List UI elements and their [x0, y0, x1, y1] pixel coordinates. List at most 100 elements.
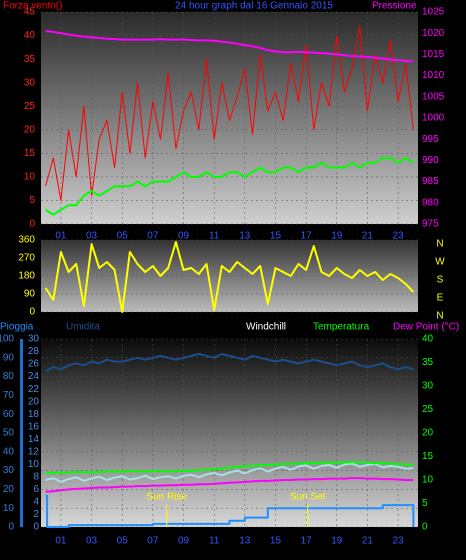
y-tick-label: 20 — [3, 484, 15, 495]
y-tick-label: 10 — [24, 172, 36, 183]
y2-tick-label: 18 — [28, 409, 40, 420]
y2-tick-label: N — [436, 311, 443, 322]
y3-tick-label: 40 — [422, 334, 434, 345]
y2-tick-label: 0 — [33, 522, 39, 533]
annotation-label: Sun Set — [290, 492, 326, 503]
x-tick-label: 13 — [239, 536, 251, 547]
x-tick-label: 01 — [55, 536, 67, 547]
y2-tick-label: 12 — [28, 446, 40, 457]
y-tick-label: 5 — [29, 195, 35, 206]
x-tick-label: 11 — [209, 231, 220, 242]
y-tick-label: 270 — [18, 253, 35, 264]
y2-tick-label: 995 — [422, 134, 439, 145]
x-tick-label: 09 — [178, 536, 190, 547]
y2-tick-label: 16 — [28, 421, 40, 432]
y-tick-label: 0 — [29, 219, 35, 230]
y2-tick-label: 990 — [422, 155, 439, 166]
x-tick-label: 05 — [117, 536, 129, 547]
x-tick-label: 03 — [86, 536, 98, 547]
y2-tick-label: 1005 — [422, 91, 445, 102]
series-line — [45, 461, 414, 474]
y2-tick-label: S — [437, 275, 444, 286]
series-line — [44, 241, 415, 313]
x-tick-label: 21 — [362, 231, 374, 242]
y2-tick-label: 20 — [28, 396, 40, 407]
y-tick-label: 45 — [24, 7, 36, 18]
y2-tick-label: 24 — [28, 371, 40, 382]
legend-entry: Dew Point (°C) — [393, 322, 459, 333]
annotation-label: Sun Rise — [146, 492, 187, 503]
x-tick-label: 07 — [147, 231, 159, 242]
y2-tick-label: 1025 — [422, 7, 445, 18]
series-line — [45, 494, 415, 528]
y3-tick-label: 10 — [422, 475, 434, 486]
y-tick-label: 90 — [3, 352, 15, 363]
x-tick-label: 19 — [331, 231, 343, 242]
legend-entry: Temperatura — [313, 322, 370, 333]
rain-axis-bar — [20, 339, 23, 527]
x-tick-label: 17 — [301, 536, 313, 547]
legend-entry: Umidita — [66, 322, 100, 333]
x-tick-label: 11 — [209, 536, 220, 547]
x-tick-label: 15 — [270, 231, 282, 242]
series-line — [45, 353, 414, 372]
y3-tick-label: 30 — [422, 381, 434, 392]
y-tick-label: 30 — [24, 77, 36, 88]
y2-tick-label: 980 — [422, 197, 439, 208]
y2-tick-label: 1010 — [422, 70, 445, 81]
x-tick-label: 19 — [331, 536, 343, 547]
y3-tick-label: 15 — [422, 451, 434, 462]
wind-label: Forza vento() — [3, 1, 62, 12]
y-tick-label: 80 — [3, 371, 15, 382]
y2-tick-label: 28 — [28, 346, 40, 357]
legend-entry: Pioggia — [0, 322, 34, 333]
y-tick-label: 90 — [24, 289, 36, 300]
y2-tick-label: 1015 — [422, 49, 445, 60]
x-tick-label: 09 — [178, 231, 190, 242]
y3-tick-label: 20 — [422, 428, 434, 439]
y3-tick-label: 25 — [422, 404, 434, 415]
y2-tick-label: 2 — [33, 509, 39, 520]
series-line — [45, 30, 414, 63]
series-line — [45, 477, 414, 493]
y-tick-label: 10 — [3, 503, 15, 514]
x-tick-label: 21 — [362, 536, 374, 547]
x-tick-label: 07 — [147, 536, 159, 547]
y3-tick-label: 5 — [422, 498, 428, 509]
y-tick-label: 0 — [8, 522, 14, 533]
x-tick-label: 05 — [117, 231, 129, 242]
y2-tick-label: W — [435, 257, 445, 268]
y-tick-label: 60 — [3, 409, 15, 420]
y2-tick-label: 22 — [28, 384, 40, 395]
x-tick-label: 15 — [270, 536, 282, 547]
y2-tick-label: 8 — [33, 472, 39, 483]
pressure-label: Pressione — [372, 1, 417, 12]
y-tick-label: 40 — [24, 30, 36, 41]
y2-tick-label: 1000 — [422, 113, 445, 124]
x-tick-label: 17 — [301, 231, 313, 242]
y-tick-label: 15 — [24, 148, 36, 159]
y-tick-label: 50 — [3, 428, 15, 439]
y2-tick-label: 4 — [33, 497, 39, 508]
legend-entry: Windchill — [246, 322, 286, 333]
x-tick-label: 23 — [393, 536, 405, 547]
chart-title: 24 hour graph dal 16 Gennaio 2015 — [175, 1, 333, 12]
series-line — [45, 462, 414, 483]
y2-tick-label: 10 — [28, 459, 40, 470]
y2-tick-label: 30 — [28, 334, 40, 345]
y-tick-label: 360 — [18, 235, 35, 246]
x-tick-label: 13 — [239, 231, 251, 242]
x-tick-label: 03 — [86, 231, 98, 242]
y3-tick-label: 0 — [422, 522, 428, 533]
y-tick-label: 35 — [24, 54, 36, 65]
y2-tick-label: 985 — [422, 176, 439, 187]
y-tick-label: 100 — [0, 334, 14, 345]
y3-tick-label: 35 — [422, 357, 434, 368]
y-tick-label: 30 — [3, 465, 15, 476]
y-tick-label: 180 — [18, 271, 35, 282]
panel-temperature — [41, 339, 418, 527]
y2-tick-label: 975 — [422, 219, 439, 230]
y2-tick-label: 14 — [28, 434, 40, 445]
y2-tick-label: 1020 — [422, 28, 445, 39]
